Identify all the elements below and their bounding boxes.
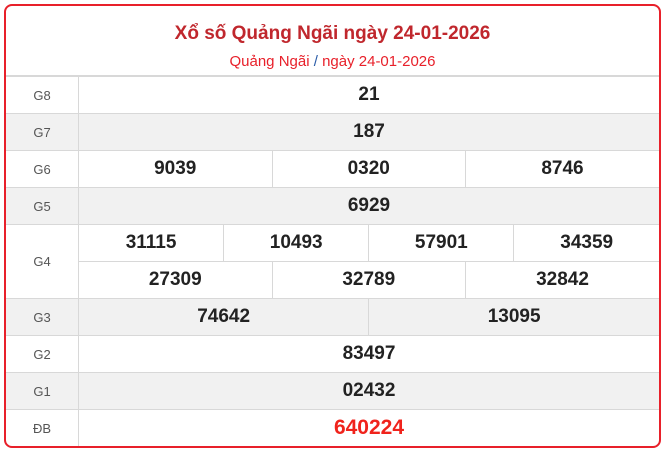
- prize-label: G7: [6, 113, 79, 151]
- prize-row-g4: G4 31115 10493 57901 34359: [6, 224, 659, 299]
- prize-row-g2: G2 83497: [6, 335, 659, 373]
- prize-number: 6929: [78, 187, 659, 225]
- prize-number: 9039: [78, 150, 273, 188]
- breadcrumb-separator: /: [313, 53, 318, 70]
- prize-row-special: ĐB 640224: [6, 409, 659, 446]
- prize-number: 187: [78, 113, 659, 151]
- prize-number: 10493: [223, 224, 370, 262]
- prize-label: G2: [6, 335, 79, 373]
- prize-number: 83497: [78, 335, 659, 373]
- results-table: G8 21 G7 187 G6 9039 0320 8746 G5 6929 G4 31115…: [6, 76, 659, 446]
- results-card: Xổ số Quảng Ngãi ngày 24-01-2026 Quảng N…: [4, 4, 661, 448]
- prize-row-g8: G8 21: [6, 76, 659, 114]
- prize-label: G1: [6, 372, 79, 410]
- prize-number: 32789: [271, 261, 466, 299]
- prize-number: 31115: [77, 224, 225, 262]
- prize-number: 02432: [78, 372, 659, 410]
- prize-row-g7: G7 187: [6, 113, 659, 151]
- prize-row-g5: G5 6929: [6, 187, 659, 225]
- prize-row-g4-2: 27309 32789 32842: [6, 261, 659, 299]
- prize-label: G5: [6, 187, 79, 225]
- prize-label: G8: [6, 76, 79, 114]
- prize-number: 21: [78, 76, 659, 114]
- prize-label: ĐB: [6, 409, 79, 446]
- breadcrumb-province-link[interactable]: Quảng Ngãi: [229, 53, 310, 70]
- prize-number: 34359: [513, 224, 659, 262]
- prize-number: 13095: [368, 298, 659, 336]
- prize-label: G3: [6, 298, 79, 336]
- prize-number: 32842: [465, 261, 659, 299]
- prize-row-g3: G3 74642 13095: [6, 298, 659, 336]
- prize-row-g6: G6 9039 0320 8746: [6, 150, 659, 188]
- results-header: Xổ số Quảng Ngãi ngày 24-01-2026 Quảng N…: [6, 6, 659, 76]
- prize-number: 8746: [465, 150, 659, 188]
- prize-label: G6: [6, 150, 79, 188]
- prize-number: 27309: [78, 261, 273, 299]
- prize-number: 74642: [77, 298, 370, 336]
- prize-label: G4: [6, 224, 79, 299]
- breadcrumb-date-link[interactable]: ngày 24-01-2026: [322, 53, 436, 70]
- breadcrumb: Quảng Ngãi / ngày 24-01-2026: [6, 53, 659, 70]
- page-title: Xổ số Quảng Ngãi ngày 24-01-2026: [174, 23, 491, 44]
- prize-number: 57901: [368, 224, 515, 262]
- prize-number: 0320: [271, 150, 466, 188]
- special-prize-number: 640224: [78, 409, 659, 446]
- prize-row-g1: G1 02432: [6, 372, 659, 410]
